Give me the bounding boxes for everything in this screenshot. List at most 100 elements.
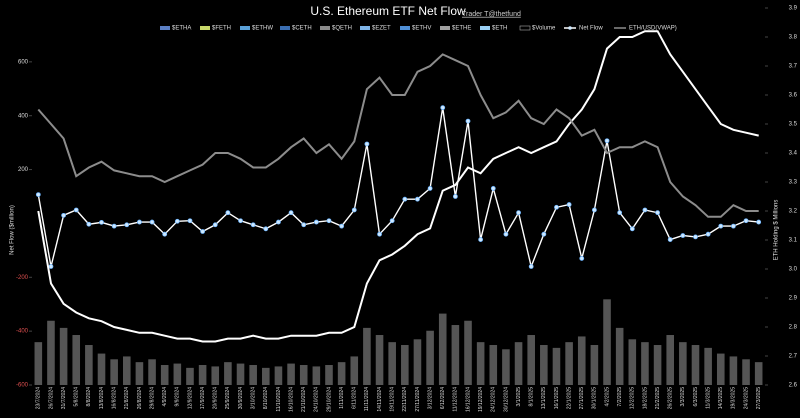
x-tick-label: 6/3/2025: [693, 387, 699, 407]
marker: [250, 222, 256, 228]
legend-label: $ETHV: [412, 26, 431, 32]
marker: [579, 256, 585, 261]
marker: [452, 194, 458, 199]
y-tick-label: -400: [16, 329, 29, 335]
x-tick-label: 23/7/2024: [36, 387, 42, 409]
x-tick-label: 14/11/2024: [377, 387, 383, 412]
marker: [238, 218, 243, 224]
legend-swatch: [200, 26, 210, 30]
marker: [313, 219, 319, 225]
legend-label: $ETHE: [452, 26, 471, 32]
volume-bar: [173, 363, 182, 385]
y-tick-label: 600: [18, 59, 29, 65]
y2-tick-label: 3.4: [789, 151, 798, 157]
volume-bar: [186, 367, 194, 385]
volume-bar: [337, 362, 346, 385]
x-tick-label: 9/9/2024: [175, 387, 181, 407]
legend-swatch: [240, 26, 250, 30]
marker: [667, 237, 673, 242]
legend-swatch: [480, 26, 490, 30]
volume-bar: [565, 342, 573, 385]
marker: [554, 204, 559, 210]
marker: [705, 231, 711, 237]
volume-bar: [438, 313, 447, 385]
volume-bar: [110, 359, 118, 385]
x-tick-label: 30/1/2025: [592, 387, 598, 409]
x-tick-label: 6/12/2024: [440, 387, 446, 409]
x-tick-label: 4/9/2024: [162, 387, 168, 407]
marker: [731, 223, 736, 229]
y2-tick-label: 3.1: [789, 238, 798, 244]
legend-swatch: [360, 26, 370, 30]
marker: [680, 233, 686, 238]
marker: [377, 231, 382, 237]
y2-tick-label: 2.6: [789, 383, 798, 389]
x-tick-label: 12/2/2025: [630, 387, 636, 409]
x-tick-label: 19/11/2024: [390, 387, 396, 412]
volume-bar: [729, 356, 738, 385]
volume-bar: [388, 342, 396, 385]
volume-bar: [413, 339, 422, 385]
y2-tick-label: 2.8: [789, 325, 798, 331]
marker: [604, 138, 610, 144]
legend-label: $QETH: [332, 26, 352, 32]
marker: [389, 218, 395, 224]
volume-bar: [476, 342, 485, 385]
x-tick-label: 19/3/2025: [731, 387, 737, 409]
volume-bar: [514, 342, 523, 385]
x-tick-label: 8/8/2024: [86, 387, 92, 407]
volume-bar: [590, 345, 599, 385]
x-tick-label: 4/2/2025: [604, 387, 610, 407]
marker: [490, 186, 496, 191]
volume-bar: [287, 363, 295, 385]
x-tick-label: 17/9/2024: [200, 387, 206, 409]
marker: [73, 207, 79, 213]
x-tick-label: 24/3/2025: [743, 387, 749, 409]
x-tick-label: 25/9/2024: [225, 387, 231, 409]
x-tick-label: 29/8/2024: [149, 387, 155, 409]
volume-bar: [249, 365, 257, 385]
volume-bar: [160, 365, 169, 385]
volume-bar: [489, 345, 498, 385]
x-tick-label: 11/11/2024: [364, 387, 370, 412]
volume-bar: [148, 359, 156, 385]
line: [37, 107, 759, 269]
x-tick-label: 3/3/2025: [680, 387, 686, 407]
legend-swatch: [440, 26, 450, 30]
x-tick-label: 21/2/2025: [655, 387, 661, 409]
legend-label: ETH/USD(VWAP): [629, 26, 677, 32]
line: [37, 30, 759, 343]
x-tick-label: 12/9/2024: [187, 387, 193, 409]
volume-bar: [641, 342, 649, 385]
x-tick-label: 1/11/2024: [339, 387, 345, 409]
chart-title: U.S. Ethereum ETF Net Flow: [310, 4, 466, 18]
marker: [364, 141, 370, 147]
x-tick-label: 18/2/2025: [642, 387, 648, 409]
legend-label: $CETH: [292, 26, 312, 32]
legend-label: $ETH: [492, 26, 507, 32]
marker: [174, 218, 180, 224]
x-tick-label: 11/10/2024: [276, 387, 282, 412]
marker: [326, 218, 332, 224]
y2-tick-label: 3.0: [789, 267, 798, 273]
marker: [137, 219, 142, 225]
volume-bar: [312, 366, 321, 385]
marker: [503, 231, 509, 237]
volume-bar: [666, 335, 675, 385]
marker: [339, 223, 345, 229]
legend-label: Net Flow: [579, 26, 603, 32]
x-tick-label: 16/1/2025: [554, 387, 560, 409]
marker: [61, 212, 66, 218]
y2-tick-label: 3.9: [789, 6, 798, 12]
volume-bar: [754, 362, 763, 385]
marker: [465, 118, 471, 124]
x-tick-label: 24/10/2024: [314, 387, 320, 412]
volume-bar: [363, 327, 371, 385]
volume-bar: [72, 335, 81, 385]
y2-tick-label: 3.3: [789, 180, 798, 186]
marker: [288, 210, 294, 216]
x-tick-label: 11/3/2025: [705, 387, 711, 409]
x-tick-label: 26/8/2024: [137, 387, 143, 409]
volume-bar: [236, 363, 245, 385]
